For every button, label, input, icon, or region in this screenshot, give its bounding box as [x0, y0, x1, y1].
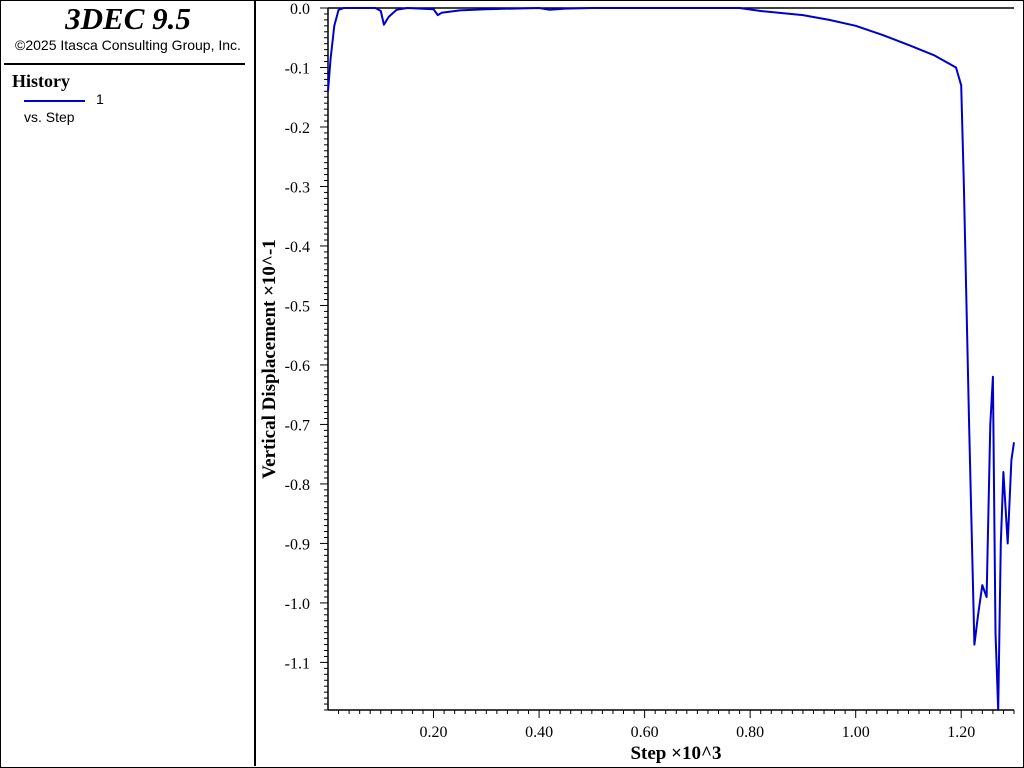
y-tick-label: -0.4 — [285, 239, 310, 256]
y-tick-label: -0.8 — [285, 477, 310, 494]
legend-divider — [4, 63, 245, 65]
y-tick-label: -1.1 — [285, 655, 310, 672]
y-tick-label: -0.3 — [285, 179, 310, 196]
x-tick-label: 0.60 — [631, 724, 659, 741]
y-tick-label: -0.5 — [285, 298, 310, 315]
x-tick-label: 0.40 — [525, 724, 553, 741]
chart-series — [327, 7, 1015, 711]
y-tick-label: -0.6 — [285, 358, 310, 375]
legend-panel: 3DEC 9.5 ©2025 Itasca Consulting Group, … — [0, 0, 256, 766]
y-tick-label: -0.9 — [285, 536, 310, 553]
copyright-text: ©2025 Itasca Consulting Group, Inc. — [15, 37, 241, 53]
legend-line-swatch — [24, 100, 85, 102]
y-tick-label: 0.0 — [290, 1, 310, 18]
chart-ticks: 0.0 -0.1 -0.2 -0.3 -0.4 -0.5 -0.6 -0.7 -0.8 -0.9 -… — [285, 1, 1015, 741]
x-axis-label: Step ×10^3 — [630, 743, 721, 764]
y-tick-label: -0.2 — [285, 120, 310, 137]
y-tick-label: -0.1 — [285, 60, 310, 77]
y-tick-label: -0.7 — [285, 417, 310, 434]
y-tick-label: -1.0 — [285, 596, 310, 613]
x-tick-label: 1.20 — [947, 724, 975, 741]
x-tick-label: 0.20 — [420, 724, 448, 741]
app-title: 3DEC 9.5 — [65, 1, 191, 36]
x-tick-label: 1.00 — [842, 724, 870, 741]
legend-title: History — [12, 71, 70, 91]
x-tick-label: 0.80 — [736, 724, 764, 741]
legend-entry-label: vs. Step — [24, 109, 75, 125]
legend-entry-id: 1 — [96, 91, 104, 107]
chart-axes — [327, 7, 1014, 711]
y-axis-label: Vertical Displacement ×10^-1 — [259, 239, 280, 479]
series-line — [327, 7, 1015, 711]
